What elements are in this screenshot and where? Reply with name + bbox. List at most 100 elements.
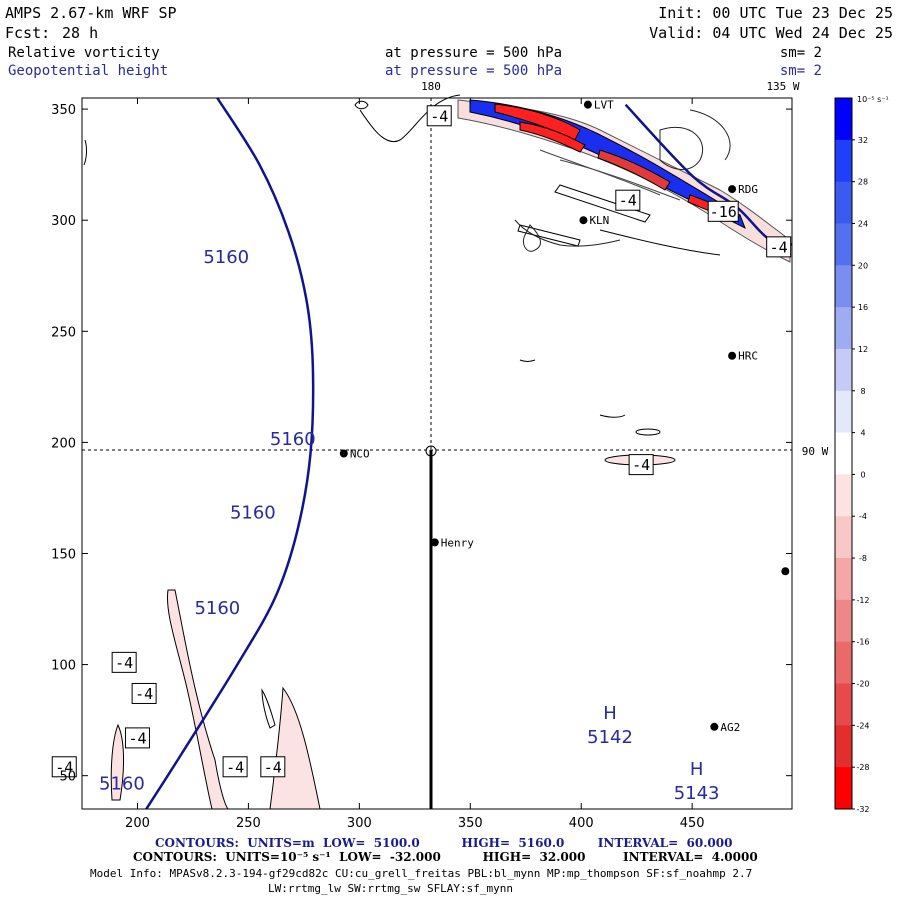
- colorbar-tick-label: -24: [856, 721, 869, 730]
- colorbar-tick-label: 0: [860, 470, 865, 479]
- colorbar-tick-label: -12: [856, 596, 869, 605]
- colorbar-swatch: [835, 265, 852, 308]
- lon-90w-label: 90 W: [802, 445, 829, 458]
- colorbar-swatch: [835, 474, 852, 517]
- x-tick-label: 450: [680, 816, 705, 831]
- x-tick-label: 250: [236, 816, 261, 831]
- high-center-letter: H: [690, 759, 704, 780]
- fcst-label: Fcst:: [5, 24, 50, 42]
- axes: 200 250 300 350 400 450 50 100 150 200 250 300 350: [51, 98, 792, 831]
- colorbar-tick-label: 28: [858, 178, 868, 187]
- colorbar-unit-label: 10⁻⁵ s⁻¹: [857, 95, 889, 104]
- colorbar-tick-label: 16: [858, 303, 868, 312]
- vorticity-label-box: [615, 189, 641, 211]
- colorbar-tick-label: -28: [856, 763, 869, 772]
- y-tick-label: 100: [51, 659, 76, 674]
- station-label: RDG: [738, 183, 758, 196]
- x-tick-label: 200: [125, 816, 150, 831]
- vorticity-label: -4: [226, 758, 244, 776]
- y-tick-label: 250: [51, 325, 76, 340]
- colorbar-swatch: [835, 599, 852, 643]
- field2-level: at pressure = 500 hPa: [385, 63, 562, 79]
- colorbar-swatch: [835, 348, 852, 392]
- reference-lines: [82, 98, 792, 809]
- colorbar-swatch: [835, 98, 852, 141]
- vorticity-label: -4: [619, 192, 637, 210]
- vorticity-label-box: [111, 651, 137, 673]
- colorbar-tick-label: 8: [860, 387, 865, 396]
- vorticity-label: -4: [135, 685, 153, 703]
- vorticity-label: -4: [55, 758, 73, 776]
- station-label: HRC: [738, 350, 758, 363]
- stations: LVT RDG KLN HRC NCO Henry AG2: [339, 99, 790, 734]
- vorticity-label-box: [51, 756, 77, 778]
- height-contour-label: 5160: [203, 247, 249, 268]
- height-contour-label: 5160: [270, 429, 316, 450]
- colorbar-swatch: [835, 390, 852, 434]
- colorbar-frame: [834, 97, 853, 810]
- high-center-value: 5143: [674, 783, 720, 804]
- vorticity-label-box: [628, 454, 654, 476]
- colorbar-tick-label: 20: [858, 261, 868, 270]
- colorbar-swatch: [835, 432, 852, 475]
- init-time: Init: 00 UTC Tue 23 Dec 25: [658, 4, 893, 22]
- colorbar-swatch: [835, 767, 852, 810]
- station-marker: [430, 538, 439, 547]
- high-center-value: 5142: [587, 727, 633, 748]
- vorticity-label-box: [124, 727, 150, 749]
- height-contour-label: 5160: [230, 502, 276, 523]
- height-contour-label: 5160: [194, 598, 240, 619]
- colorbar-swatch: [835, 725, 852, 768]
- vorticity-label-box: [260, 756, 286, 778]
- station-marker: [710, 722, 719, 731]
- vorticity-label-box: [766, 236, 792, 258]
- colorbar-swatch: [835, 139, 852, 183]
- high-center-letter: H: [603, 703, 617, 724]
- station-label: LVT: [594, 99, 614, 112]
- plot-background: [82, 98, 792, 809]
- y-tick-label: 350: [51, 103, 76, 118]
- colorbar-tick-label: 12: [858, 345, 868, 354]
- vorticity-field: [83, 94, 791, 810]
- x-tick-label: 300: [347, 816, 372, 831]
- colorbar-tick-label: -20: [856, 680, 869, 689]
- colorbar-tick-label: -16: [856, 638, 869, 647]
- footer-contours-vorticity: CONTOURS: UNITS=10⁻⁵ s⁻¹ LOW= -32.000 HI…: [133, 850, 758, 864]
- vorticity-label-box: [707, 200, 739, 222]
- station-label: AG2: [720, 721, 740, 734]
- vorticity-label: -4: [770, 238, 788, 256]
- station-label: Henry: [441, 536, 474, 549]
- field1-name: Relative vorticity: [8, 45, 160, 61]
- field2-name: Geopotential height: [8, 63, 168, 79]
- colorbar-swatch: [835, 181, 852, 224]
- height-contour-label: 5160: [99, 774, 145, 795]
- y-tick-label: 150: [51, 547, 76, 562]
- station-marker: [339, 449, 348, 458]
- plot-frame: [81, 97, 793, 810]
- vorticity-label-box: [131, 682, 157, 704]
- footer-model-info: Model Info: MPASv8.2.3-194-gf29cd82c CU:…: [90, 867, 752, 880]
- colorbar-swatch: [835, 516, 852, 559]
- colorbar-swatch: [835, 683, 852, 726]
- station-label: KLN: [589, 214, 609, 227]
- field1-level: at pressure = 500 hPa: [385, 45, 562, 61]
- colorbar-swatch: [835, 558, 852, 601]
- y-tick-label: 200: [51, 436, 76, 451]
- colorbar-tick-label: -8: [859, 554, 867, 563]
- height-contour-line-5160: [145, 97, 315, 810]
- colorbar-tick-label: 24: [858, 219, 868, 228]
- colorbar-tick-label: 4: [860, 429, 865, 438]
- colorbar-swatch: [835, 307, 852, 350]
- footer-contours-height: CONTOURS: UNITS=m LOW= 5100.0 HIGH= 5160…: [155, 836, 732, 850]
- contour-labels: 51605160516051605160H5142H5143-4-4-16-4-…: [51, 105, 792, 804]
- station-marker: [579, 216, 588, 225]
- station-marker: [728, 185, 737, 194]
- y-tick-label: 300: [51, 214, 76, 229]
- vorticity-label: -4: [430, 107, 448, 125]
- lon-180-label: 180: [421, 80, 441, 93]
- colorbar: 10⁻⁵ s⁻¹ 32 28 24 20 16 12 8 4 0 -4 -8 -12 -16 -20 -24 -…: [834, 95, 889, 814]
- valid-time: Valid: 04 UTC Wed 24 Dec 25: [649, 24, 893, 42]
- vorticity-label: -4: [264, 758, 282, 776]
- vorticity-label-box: [222, 756, 248, 778]
